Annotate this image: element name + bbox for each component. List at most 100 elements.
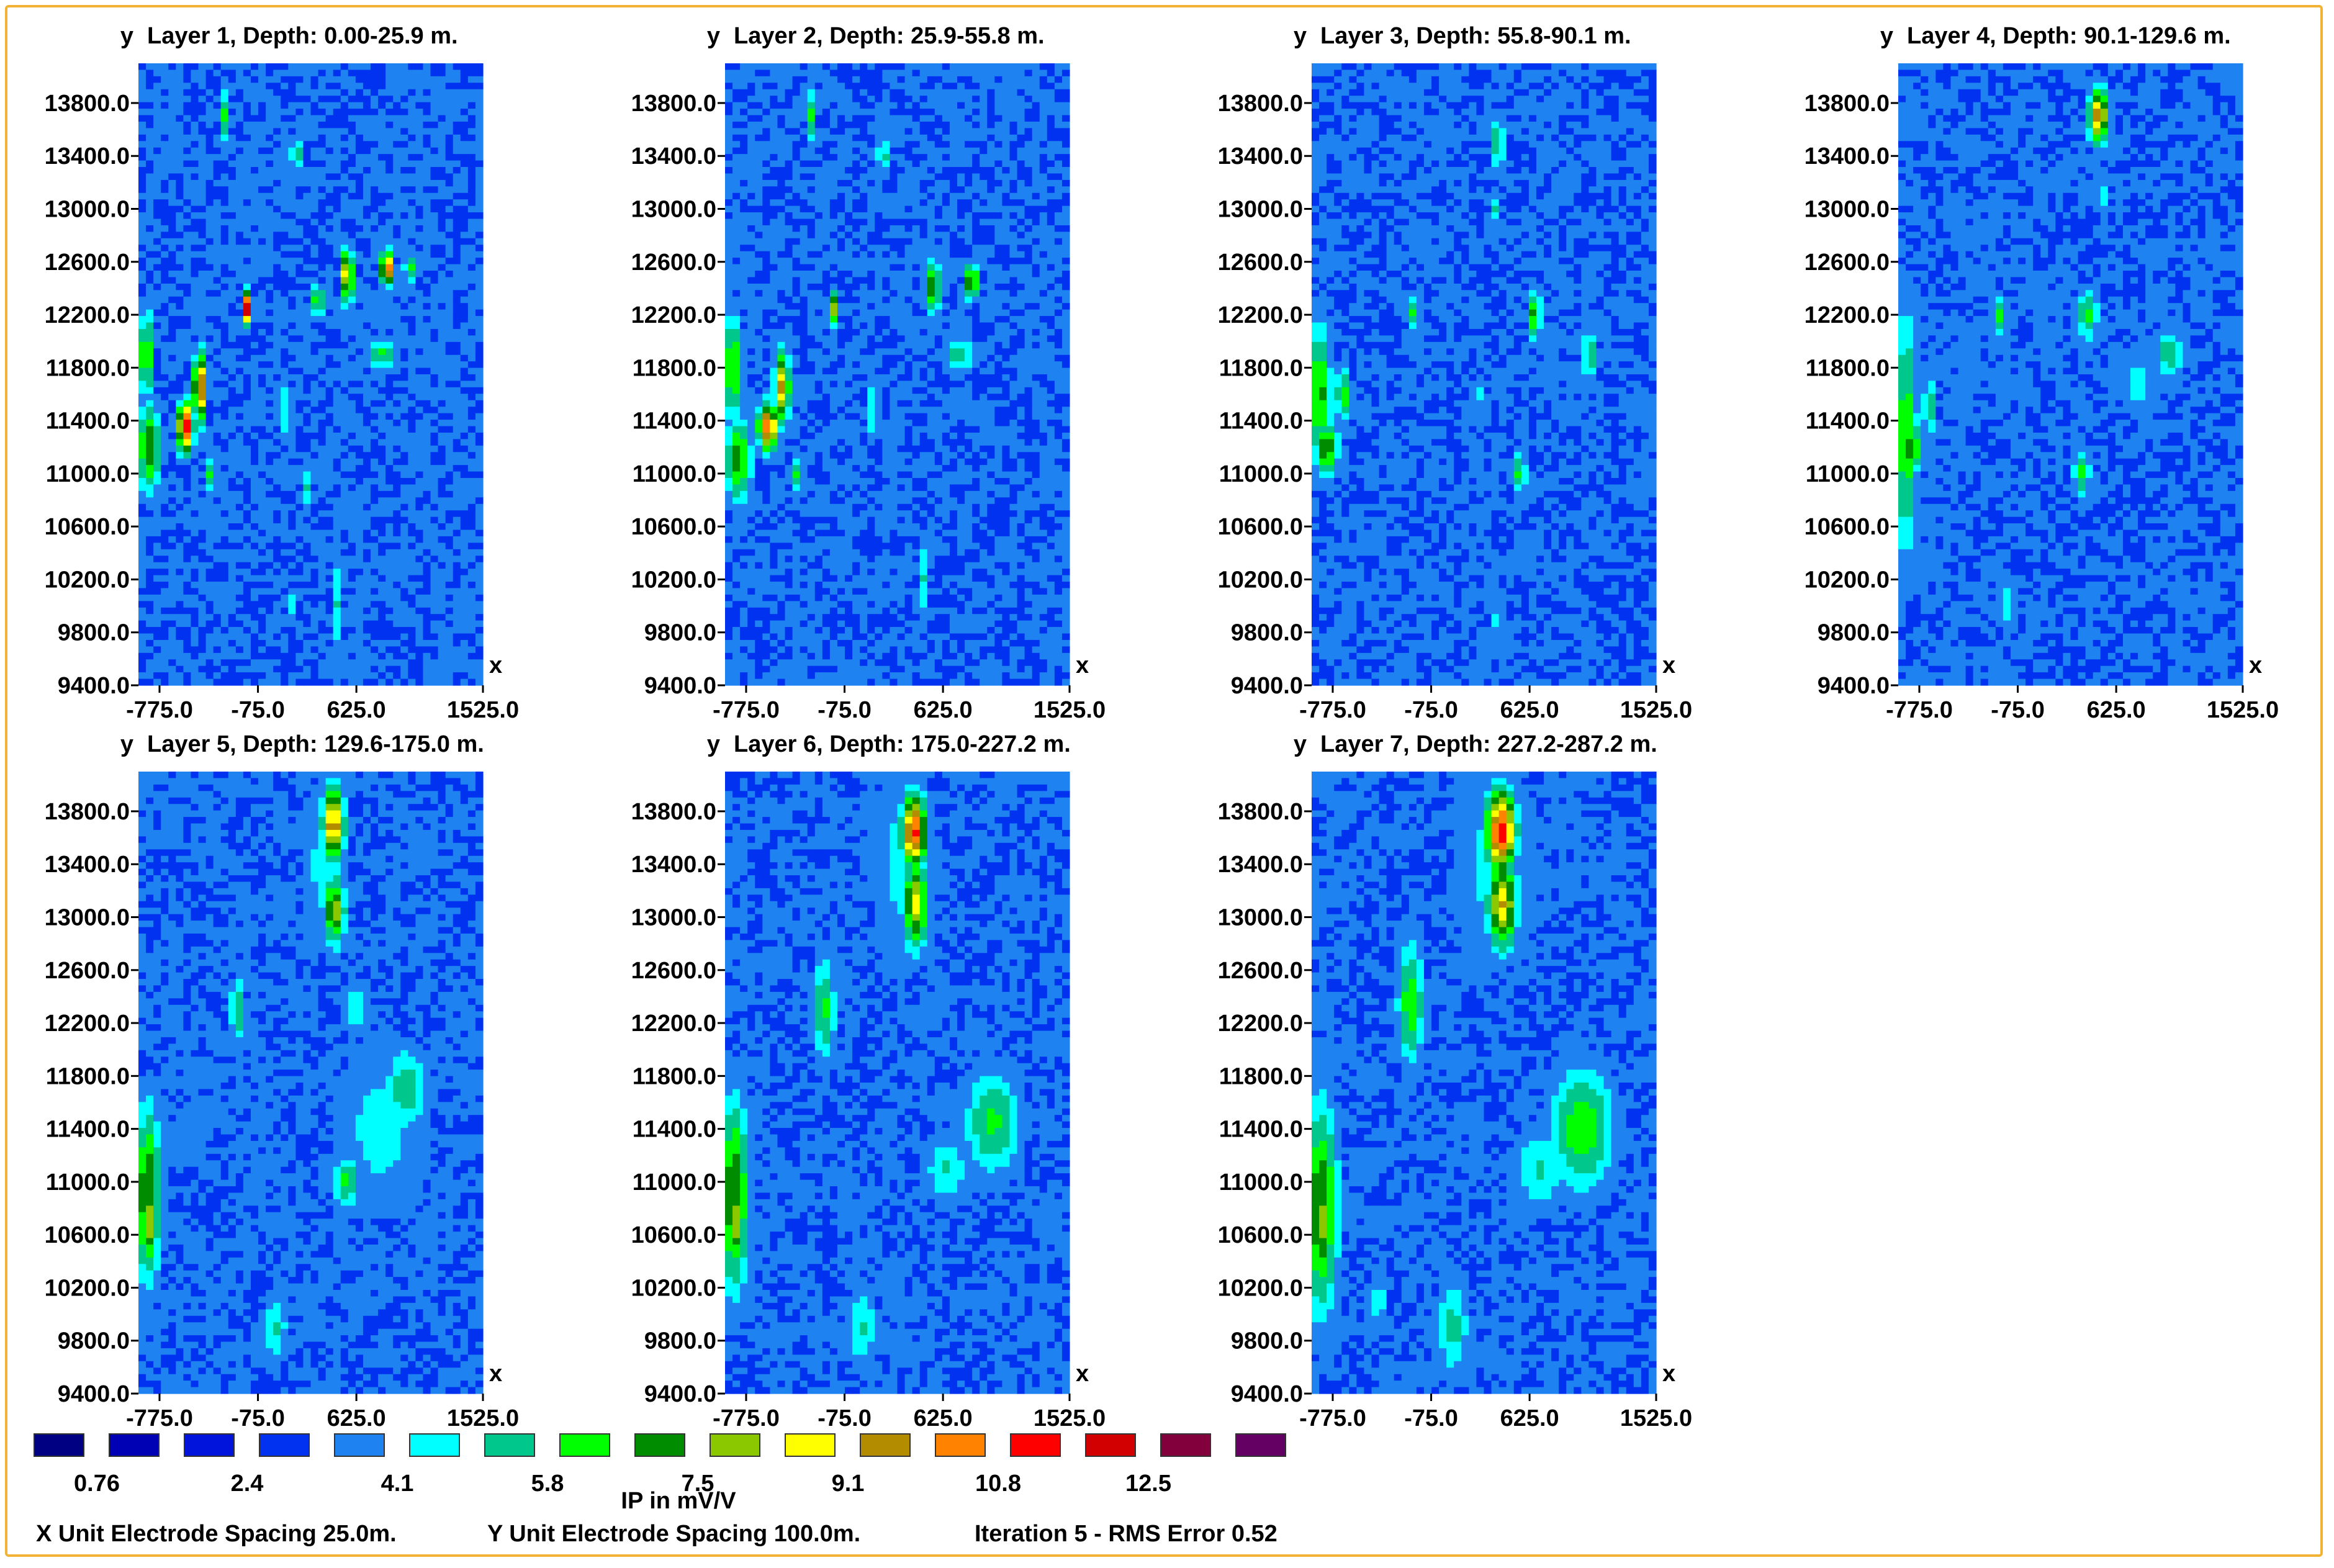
heatmap-cell (341, 122, 349, 128)
heatmap-cell (415, 128, 423, 135)
heatmap-cell (183, 89, 191, 96)
heatmap-cell (468, 167, 476, 174)
heatmap-cell (326, 128, 334, 135)
heatmap-cell (273, 70, 281, 76)
heatmap-cell (333, 180, 341, 187)
heatmap-cell (295, 199, 304, 206)
heatmap-cell (385, 115, 394, 122)
heatmap-cell (288, 96, 296, 102)
heatmap-cell (153, 232, 161, 238)
heatmap-cell (214, 193, 222, 200)
heatmap-cell (326, 161, 334, 168)
heatmap-cell (295, 141, 304, 148)
heatmap-cell (183, 109, 191, 115)
heatmap-cell (266, 219, 274, 226)
heatmap-cell (408, 148, 416, 155)
heatmap-cell (363, 167, 371, 174)
heatmap-cell (221, 141, 229, 148)
heatmap-cell (468, 89, 476, 96)
heatmap-cell (318, 232, 327, 238)
heatmap-cell (461, 96, 469, 102)
heatmap-cell (431, 180, 439, 187)
heatmap-cell (356, 167, 364, 174)
heatmap-cell (461, 63, 469, 70)
heatmap-cell (146, 89, 154, 96)
heatmap-cell (146, 96, 154, 102)
heatmap-cell (176, 89, 184, 96)
heatmap-cell (341, 154, 349, 161)
heatmap-cell (333, 161, 341, 168)
heatmap-cell (199, 161, 207, 168)
heatmap-cell (258, 148, 266, 155)
heatmap-cell (356, 206, 364, 213)
heatmap-cell (221, 219, 229, 226)
heatmap-cell (206, 109, 214, 115)
heatmap-cell (236, 141, 244, 148)
heatmap-cell (461, 115, 469, 122)
heatmap-cell (295, 76, 304, 83)
heatmap-cell (468, 148, 476, 155)
heatmap-cell (326, 89, 334, 96)
heatmap-cell (273, 219, 281, 226)
heatmap-cell (393, 148, 401, 155)
heatmap-cell (288, 102, 296, 109)
heatmap-cell (363, 122, 371, 128)
heatmap-cell (191, 102, 199, 109)
heatmap-cell (408, 186, 416, 193)
heatmap-cell (138, 70, 146, 76)
heatmap-cell (446, 186, 454, 193)
heatmap-cell (468, 141, 476, 148)
heatmap-cell (408, 173, 416, 180)
heatmap-cell (266, 167, 274, 174)
heatmap-cell (453, 225, 461, 232)
heatmap-cell (431, 70, 439, 76)
heatmap-cell (258, 212, 266, 219)
heatmap-cell (243, 193, 251, 200)
heatmap-cell (168, 109, 176, 115)
heatmap-cell (415, 219, 423, 226)
heatmap-cell (191, 89, 199, 96)
heatmap-cell (446, 83, 454, 89)
heatmap-cell (138, 115, 146, 122)
heatmap-cell (348, 167, 356, 174)
heatmap-cell (371, 102, 379, 109)
heatmap-cell (281, 109, 289, 115)
heatmap-cell (251, 102, 259, 109)
heatmap-cell (138, 109, 146, 115)
heatmap-cell (415, 109, 423, 115)
heatmap-cell (385, 128, 394, 135)
heatmap-cell (461, 89, 469, 96)
heatmap-cell (146, 148, 154, 155)
heatmap-cell (295, 122, 304, 128)
heatmap-cell (453, 193, 461, 200)
heatmap-cell (236, 89, 244, 96)
heatmap-cell (423, 173, 431, 180)
heatmap-cell (326, 83, 334, 89)
heatmap-cell (371, 212, 379, 219)
heatmap-cell (475, 161, 484, 168)
heatmap-cell (251, 109, 259, 115)
heatmap-cell (408, 102, 416, 109)
heatmap-cell (295, 206, 304, 213)
heatmap-cell (221, 83, 229, 89)
heatmap-cell (168, 206, 176, 213)
heatmap-cell (311, 122, 319, 128)
heatmap-cell (214, 161, 222, 168)
heatmap-cell (408, 225, 416, 232)
heatmap-cell (453, 180, 461, 187)
heatmap-cell (318, 115, 327, 122)
heatmap-cell (385, 186, 394, 193)
heatmap-cell (415, 102, 423, 109)
heatmap-cell (168, 115, 176, 122)
heatmap-cell (311, 193, 319, 200)
heatmap-cell (475, 186, 484, 193)
heatmap-cell (318, 141, 327, 148)
heatmap-cell (191, 161, 199, 168)
heatmap-cell (273, 115, 281, 122)
heatmap-cell (446, 109, 454, 115)
heatmap-cell (236, 219, 244, 226)
heatmap-cell (446, 161, 454, 168)
heatmap-cell (446, 102, 454, 109)
heatmap-cell (378, 193, 386, 200)
